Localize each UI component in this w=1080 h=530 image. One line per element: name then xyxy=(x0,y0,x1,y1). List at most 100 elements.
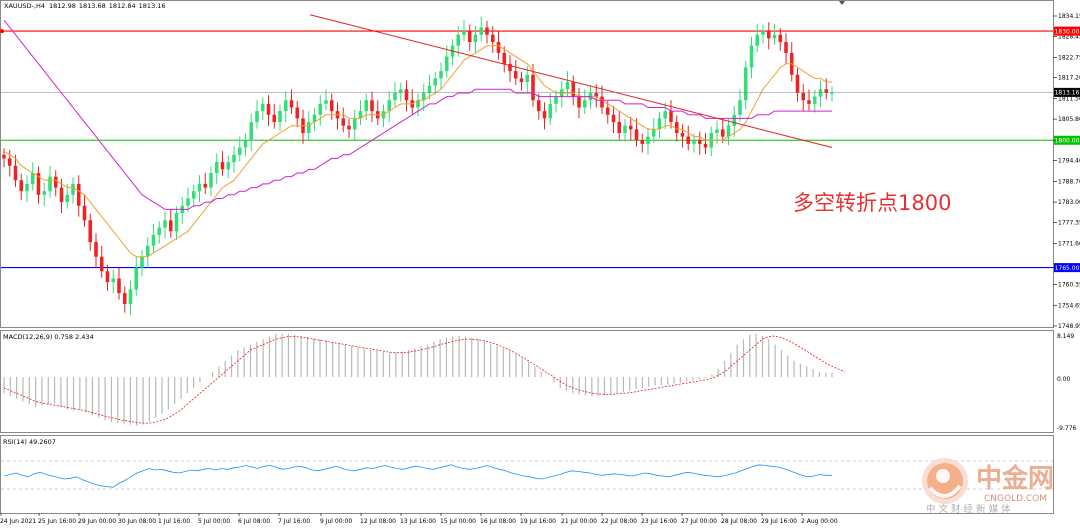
candle-body xyxy=(398,89,403,93)
candle-body xyxy=(404,89,409,101)
candle-body xyxy=(341,118,346,126)
candle-body xyxy=(738,100,742,115)
pivot-annotation: 多空转折点1800 xyxy=(793,191,951,215)
candle-body xyxy=(680,132,685,137)
candle-body xyxy=(214,162,219,174)
candle-body xyxy=(134,267,139,290)
candle-body xyxy=(548,103,553,119)
candle-body xyxy=(669,111,673,123)
candle-body xyxy=(467,31,472,43)
candle-body xyxy=(260,103,265,112)
candle-body xyxy=(634,129,639,141)
candle-body xyxy=(232,154,236,163)
price-tick-label: 1748.95 xyxy=(1058,323,1080,330)
time-tick-label: 6 Jul 08:00 xyxy=(238,518,270,525)
candle-body xyxy=(617,122,622,133)
candle-body xyxy=(651,129,656,137)
candle-body xyxy=(220,162,225,170)
candle-body xyxy=(105,271,110,283)
price-tick-label: 1817.20 xyxy=(1058,75,1080,82)
candle-body xyxy=(490,34,495,43)
price-tick-label: 1805.80 xyxy=(1058,116,1080,123)
time-tick-label: 7 Jul 16:00 xyxy=(278,518,310,525)
candle-body xyxy=(795,74,800,93)
candle-body xyxy=(496,42,501,53)
candle-body xyxy=(318,103,323,115)
candle-body xyxy=(364,100,369,112)
candle-body xyxy=(226,162,231,170)
candle-body xyxy=(36,173,41,195)
candle-body xyxy=(393,92,397,101)
candle-body xyxy=(145,245,150,257)
candle-body xyxy=(824,89,829,93)
candle-body xyxy=(720,129,725,137)
time-tick-label: 29 Jun 00:00 xyxy=(78,518,116,525)
candle-body xyxy=(703,143,708,148)
price-tick-label: 1811.50 xyxy=(1058,95,1080,102)
candle-body xyxy=(784,42,788,53)
candle-body xyxy=(209,173,213,188)
candle-body xyxy=(358,111,363,119)
candle-body xyxy=(19,180,24,192)
candle-body xyxy=(416,100,420,108)
candle-body xyxy=(433,78,438,86)
pivot-level-tag xyxy=(1054,135,1080,145)
rsi-line xyxy=(3,464,832,488)
candle-body xyxy=(283,100,288,112)
candle-body xyxy=(174,213,179,232)
candle-body xyxy=(421,92,426,101)
time-tick-label: 15 Jul 00:00 xyxy=(440,518,476,525)
candle-body xyxy=(111,278,116,283)
candle-body xyxy=(168,220,173,232)
macd-tick-max: 8.149 xyxy=(1057,333,1074,340)
candle-body xyxy=(444,56,449,72)
candle-body xyxy=(94,242,98,257)
candle-body xyxy=(582,100,587,108)
watermark-site: CNGOLD.COM xyxy=(984,494,1047,504)
candle-body xyxy=(140,256,144,268)
candle-body xyxy=(255,111,259,123)
candle-body xyxy=(197,183,202,192)
time-tick-label: 2 Aug 00:00 xyxy=(801,518,838,525)
candle-body xyxy=(479,27,484,35)
candle-body xyxy=(830,92,834,94)
candle-body xyxy=(42,191,47,195)
main-panel-frame xyxy=(0,0,1054,328)
time-tick-label: 5 Jul 00:00 xyxy=(198,518,230,525)
candle-body xyxy=(766,31,771,39)
macd-tick-min: -9.776 xyxy=(1057,425,1077,432)
candle-body xyxy=(439,71,443,79)
candle-body xyxy=(30,173,35,184)
time-tick-label: 27 Jul 00:00 xyxy=(681,518,717,525)
candle-body xyxy=(640,140,645,144)
candle-body xyxy=(571,82,576,97)
candle-body xyxy=(542,111,547,119)
candle-body xyxy=(726,125,731,137)
candle-body xyxy=(732,114,737,126)
candle-body xyxy=(13,165,18,181)
cngold-watermark: 中金网 CNGOLD.COM 中 文 财 经 新 媒 体 xyxy=(922,458,1054,515)
candle-body xyxy=(761,31,765,35)
time-tick-label: 24 Jun 2021 xyxy=(0,518,36,525)
candle-body xyxy=(513,71,518,79)
time-tick-label: 13 Jul 16:00 xyxy=(400,518,436,525)
candle-body xyxy=(657,118,662,130)
candle-body xyxy=(818,89,823,97)
candle-body xyxy=(88,220,93,243)
candle-body xyxy=(117,278,121,294)
macd-panel-frame xyxy=(0,330,1054,433)
candle-body xyxy=(531,74,535,101)
candle-body xyxy=(554,96,558,104)
time-tick-label: 21 Jul 00:00 xyxy=(561,518,597,525)
price-tick-label: 1783.00 xyxy=(1058,199,1080,206)
candle-body xyxy=(646,136,650,144)
candle-body xyxy=(565,82,570,90)
support-level-label: 1765.00 xyxy=(1055,265,1080,272)
candle-body xyxy=(502,52,507,64)
macd-signal-line xyxy=(3,335,845,424)
candle-body xyxy=(352,118,357,130)
candle-body xyxy=(25,183,29,192)
rsi-panel-frame xyxy=(0,435,1054,514)
candle-body xyxy=(237,147,242,155)
